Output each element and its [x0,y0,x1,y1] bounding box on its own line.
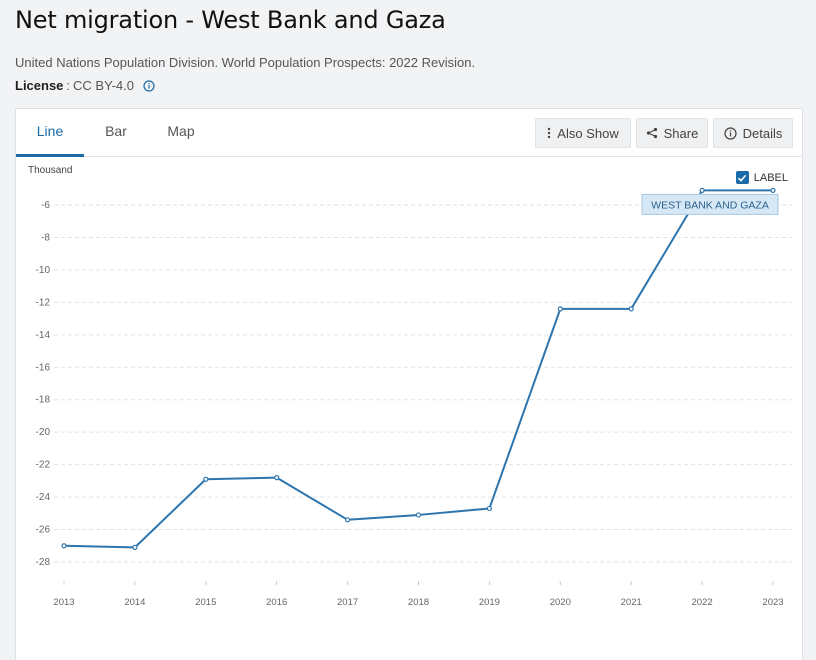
y-tick-label: -22 [36,460,51,471]
x-tick-label: 2013 [53,597,74,608]
label-toggle[interactable]: LABEL [735,171,788,184]
license-separator: : [66,78,71,93]
y-tick-label: -26 [36,525,51,536]
y-tick-label: -20 [36,427,51,438]
tab-line[interactable]: Line [16,109,84,157]
x-tick-label: 2015 [195,597,216,608]
page-title: Net migration - West Bank and Gaza [15,6,446,34]
label-toggle-text: LABEL [753,171,788,184]
data-point [557,306,563,312]
chart-area: Thousand LABEL -6 -8 -10 -12 -14 -16 -18 -20 -22… [16,157,802,660]
data-source: United Nations Population Division. Worl… [15,55,476,70]
x-tick-label: 2016 [266,597,287,608]
details-label: Details [742,125,783,141]
x-tick-label: 2019 [479,597,500,608]
data-point [203,476,209,482]
tab-map[interactable]: Map [167,123,195,139]
data-point [61,543,67,549]
info-icon[interactable] [143,79,155,92]
series-label-box [641,193,779,215]
data-point [770,187,776,193]
data-point [415,512,422,518]
x-tick-label: 2017 [337,597,358,608]
x-tick-label: 2020 [550,597,571,608]
share-button[interactable]: Share [636,118,708,148]
more-vertical-icon [548,127,551,139]
data-point [628,306,634,312]
y-tick-label: -6 [41,200,50,211]
license-line: License : CC BY-4.0 [15,78,155,93]
also-show-button[interactable]: Also Show [535,118,631,148]
x-tick-label: 2018 [408,597,429,608]
x-tick-label: 2021 [621,597,642,608]
details-button[interactable]: Details [713,118,793,148]
also-show-label: Also Show [557,125,619,141]
data-point [345,517,351,523]
x-tick-label: 2023 [762,597,783,608]
chart-panel: Line Bar Map Also Show Share Details Tho… [15,108,803,660]
y-tick-label: -18 [36,395,51,406]
y-tick-label: -10 [36,265,51,276]
series-line [63,189,773,549]
y-tick-label: -14 [36,330,51,341]
license-label: License [15,78,64,93]
x-tick-label: 2014 [124,597,145,608]
y-tick-label: -16 [36,362,51,373]
data-point [699,187,705,193]
data-point [132,544,138,550]
y-axis-unit-label: Thousand [28,165,73,176]
series-label: WEST BANK AND GAZA [651,199,769,211]
tab-bar[interactable]: Bar [105,123,127,139]
chart-tabbar: Line Bar Map Also Show Share Details [16,109,802,157]
line-chart: -6 -8 -10 -12 -14 -16 -18 -20 -22 -24 -26 -28 2013 20… [36,187,792,608]
share-label: Share [663,125,699,141]
data-point [486,505,492,512]
info-circle-icon [724,126,737,140]
y-tick-label: -12 [36,297,51,308]
y-tick-label: -28 [36,557,51,568]
license-value: CC BY-4.0 [73,78,134,93]
share-icon [646,127,657,139]
data-point [274,475,280,481]
y-tick-label: -8 [41,232,50,243]
y-tick-label: -24 [36,492,51,503]
x-tick-label: 2022 [692,597,713,608]
checkbox-checked-icon[interactable] [735,171,749,184]
